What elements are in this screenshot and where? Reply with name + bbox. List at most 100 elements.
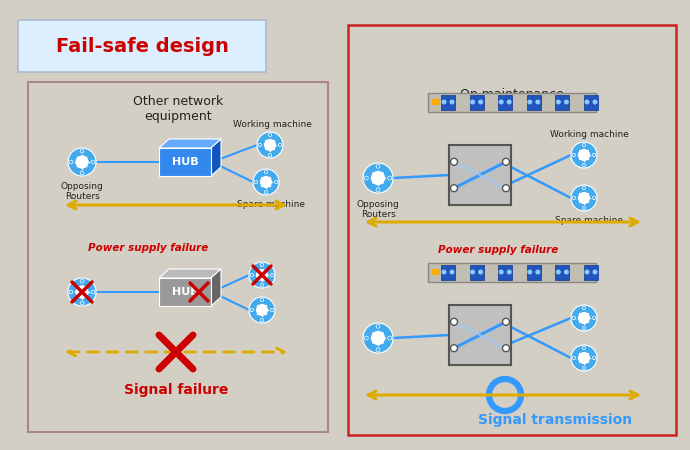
Circle shape <box>264 190 268 194</box>
Circle shape <box>442 99 446 104</box>
FancyBboxPatch shape <box>441 94 455 109</box>
Text: Working machine: Working machine <box>549 130 629 139</box>
Circle shape <box>270 273 274 277</box>
FancyBboxPatch shape <box>555 94 569 109</box>
Circle shape <box>593 270 598 274</box>
Circle shape <box>249 262 275 288</box>
Circle shape <box>499 99 504 104</box>
Polygon shape <box>159 139 221 148</box>
Circle shape <box>593 196 596 200</box>
Circle shape <box>364 336 368 340</box>
Circle shape <box>257 132 283 158</box>
Circle shape <box>449 99 455 104</box>
FancyBboxPatch shape <box>526 265 541 279</box>
Circle shape <box>582 186 586 189</box>
Circle shape <box>69 160 73 164</box>
Circle shape <box>68 278 96 306</box>
Text: Power supply failure: Power supply failure <box>438 245 558 255</box>
Circle shape <box>91 290 95 294</box>
FancyBboxPatch shape <box>498 265 512 279</box>
Circle shape <box>268 133 272 136</box>
Circle shape <box>582 143 586 147</box>
Circle shape <box>582 207 586 210</box>
Text: Signal failure: Signal failure <box>124 383 228 397</box>
Polygon shape <box>211 139 221 176</box>
Circle shape <box>593 316 596 319</box>
Text: On maintenance: On maintenance <box>460 88 564 101</box>
Circle shape <box>578 191 591 205</box>
Circle shape <box>264 138 277 152</box>
FancyBboxPatch shape <box>526 94 541 109</box>
Circle shape <box>451 345 457 352</box>
Circle shape <box>250 273 253 277</box>
Circle shape <box>470 270 475 274</box>
Text: Other network
equipment: Other network equipment <box>133 95 223 123</box>
FancyBboxPatch shape <box>555 265 569 279</box>
FancyBboxPatch shape <box>432 269 440 275</box>
Circle shape <box>593 153 596 157</box>
Circle shape <box>254 180 257 184</box>
Circle shape <box>564 99 569 104</box>
Circle shape <box>255 303 269 317</box>
Circle shape <box>250 308 253 312</box>
Circle shape <box>75 285 89 299</box>
Text: HUB: HUB <box>172 157 198 167</box>
Circle shape <box>260 284 264 287</box>
Circle shape <box>506 99 512 104</box>
Text: Spare machine: Spare machine <box>555 216 623 225</box>
Text: Fail-safe design: Fail-safe design <box>56 36 228 55</box>
FancyBboxPatch shape <box>449 145 511 205</box>
Circle shape <box>593 99 598 104</box>
Circle shape <box>376 348 380 351</box>
Polygon shape <box>159 269 221 278</box>
FancyBboxPatch shape <box>449 305 511 365</box>
Circle shape <box>91 160 95 164</box>
Circle shape <box>249 297 275 323</box>
Circle shape <box>264 170 268 174</box>
Circle shape <box>582 326 586 330</box>
Circle shape <box>556 270 561 274</box>
Circle shape <box>388 176 392 180</box>
Circle shape <box>80 171 83 175</box>
Text: Working machine: Working machine <box>233 120 311 129</box>
FancyBboxPatch shape <box>498 94 512 109</box>
Circle shape <box>258 143 262 147</box>
Circle shape <box>260 298 264 302</box>
FancyBboxPatch shape <box>470 94 484 109</box>
Circle shape <box>451 158 457 165</box>
Circle shape <box>502 345 509 352</box>
Circle shape <box>535 99 540 104</box>
Circle shape <box>582 306 586 310</box>
Circle shape <box>535 270 540 274</box>
Circle shape <box>499 270 504 274</box>
Circle shape <box>571 185 597 211</box>
Circle shape <box>502 158 509 165</box>
FancyBboxPatch shape <box>159 148 211 176</box>
Text: Opposing
Routers: Opposing Routers <box>61 182 104 202</box>
Circle shape <box>376 188 380 192</box>
Circle shape <box>582 163 586 167</box>
FancyBboxPatch shape <box>470 265 484 279</box>
Circle shape <box>449 270 455 274</box>
Circle shape <box>578 351 591 365</box>
FancyBboxPatch shape <box>428 262 596 282</box>
Circle shape <box>593 356 596 360</box>
Circle shape <box>363 163 393 193</box>
Circle shape <box>80 301 83 305</box>
Circle shape <box>275 180 278 184</box>
Circle shape <box>584 99 589 104</box>
Circle shape <box>75 155 89 169</box>
Circle shape <box>259 175 273 189</box>
Text: Signal transmission: Signal transmission <box>478 413 632 427</box>
Circle shape <box>363 323 393 353</box>
Circle shape <box>556 99 561 104</box>
Circle shape <box>502 184 509 192</box>
Circle shape <box>478 270 483 274</box>
Circle shape <box>80 149 83 153</box>
Circle shape <box>80 279 83 283</box>
Circle shape <box>572 196 575 200</box>
Circle shape <box>268 153 272 157</box>
Circle shape <box>371 330 386 346</box>
Circle shape <box>69 290 73 294</box>
Circle shape <box>571 305 597 331</box>
